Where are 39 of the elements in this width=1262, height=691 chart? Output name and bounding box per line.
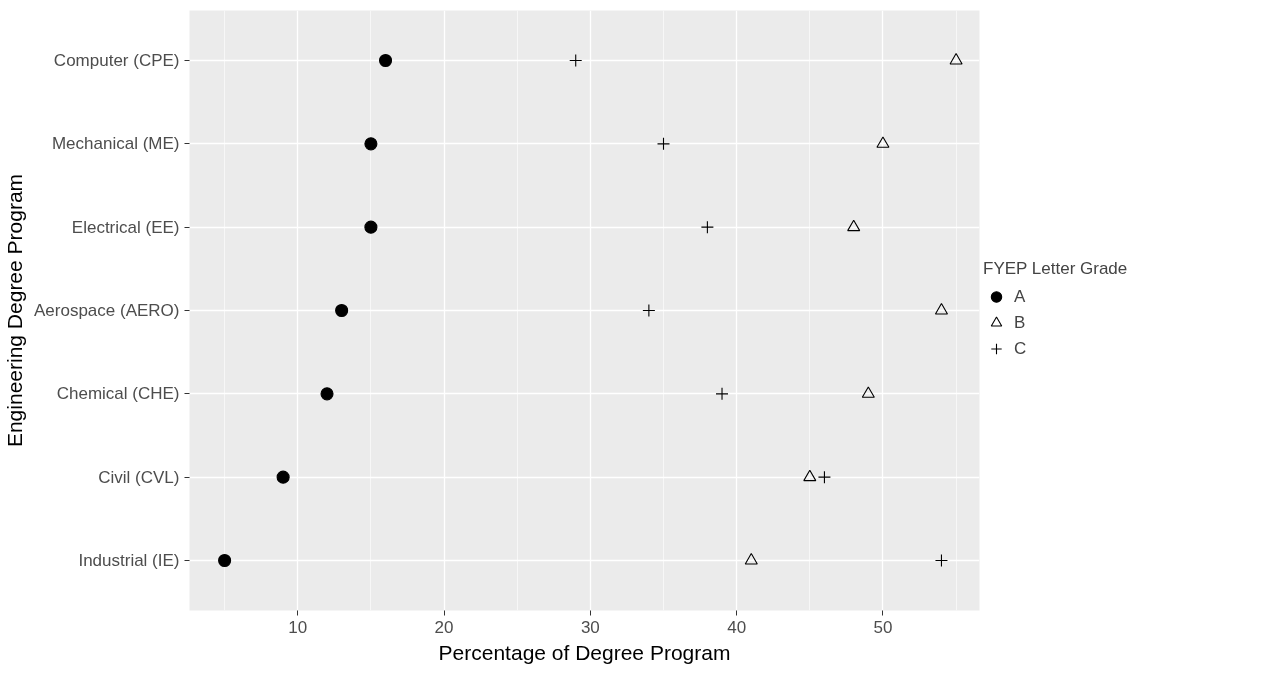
x-tick-label: 50 <box>873 617 893 637</box>
point <box>861 386 875 398</box>
x-tick-label: 40 <box>727 617 747 637</box>
y-tick-label: Mechanical (ME) <box>51 134 180 154</box>
point <box>700 220 714 234</box>
legend-title: FYEP Letter Grade <box>983 258 1128 279</box>
point <box>218 553 232 568</box>
point <box>803 469 817 482</box>
point <box>364 137 378 151</box>
point <box>320 387 334 401</box>
point <box>744 553 758 565</box>
point <box>378 53 393 68</box>
x-tick-label: 10 <box>288 617 308 637</box>
x-tick-label: 30 <box>580 617 600 637</box>
point <box>934 553 949 568</box>
y-tick-label: Aerospace (AERO) <box>34 301 180 320</box>
y-tick-label: Industrial (IE) <box>78 551 180 570</box>
legend-label: C <box>1014 337 1028 360</box>
point <box>569 53 583 68</box>
legend-label: B <box>1014 311 1027 334</box>
y-tick-label: Civil (CVL) <box>98 467 180 487</box>
point <box>642 303 656 318</box>
point <box>276 470 290 484</box>
y-tick-label: Chemical (CHE) <box>56 384 180 404</box>
point <box>847 219 861 232</box>
point <box>715 387 729 401</box>
y-tick-label: Electrical (EE) <box>71 217 180 237</box>
point <box>934 303 949 315</box>
point <box>876 136 890 148</box>
point <box>656 137 671 151</box>
y-axis-title: Engineering Degree Program <box>3 173 26 448</box>
x-tick-label: 20 <box>434 617 454 637</box>
point <box>364 220 378 234</box>
y-tick-label: Computer (CPE) <box>53 51 180 70</box>
point <box>817 470 831 484</box>
point <box>335 303 349 318</box>
point <box>949 53 963 65</box>
x-axis-title: Percentage of Degree Program <box>438 640 731 664</box>
legend-label: A <box>1014 285 1027 308</box>
